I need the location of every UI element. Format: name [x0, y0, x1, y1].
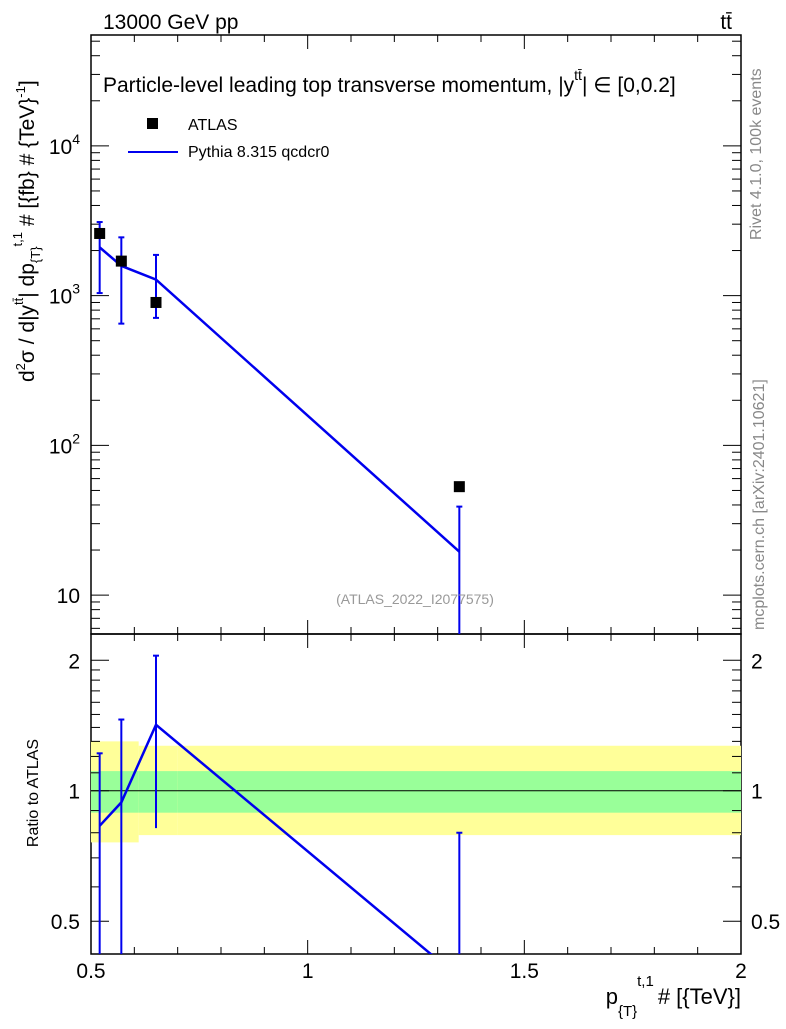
ratio-band-inner-1 — [110, 771, 139, 813]
ratio-tick-label-left: 1 — [68, 781, 80, 804]
ratio-tick-label-left: 0.5 — [51, 911, 80, 934]
legend-marker-atlas — [147, 118, 158, 129]
y-axis-label: d2σ / d|ytt̄| dp{T}t,1 # [{fb} # {TeV}-1… — [10, 80, 43, 382]
y-tick-label: 104 — [49, 131, 80, 159]
legend-label-atlas: ATLAS — [188, 117, 238, 134]
legend-label-pythia: Pythia 8.315 qcdcr0 — [188, 144, 330, 161]
ratio-tick-label-right: 2 — [751, 650, 763, 673]
x-tick-label: 1 — [302, 960, 314, 983]
ratio-bands — [91, 741, 741, 843]
mcplots-side-label: mcplots.cern.ch [arXiv:2401.10621] — [751, 379, 768, 630]
ratio-tick-label-right: 0.5 — [751, 911, 780, 934]
ratio-y-axis-label: Ratio to ATLAS — [25, 739, 42, 847]
ratio-line — [98, 722, 433, 954]
ratio-tick-label-left: 2 — [68, 650, 80, 673]
ratio-tick-label-right: 1 — [751, 781, 763, 804]
analysis-watermark: (ATLAS_2022_I2077575) — [336, 591, 494, 607]
ratio-band-inner-2 — [138, 771, 178, 813]
header-right-title: tt̄ — [720, 11, 732, 34]
x-tick-label: 1.5 — [510, 960, 539, 983]
y-tick-label: 102 — [49, 430, 80, 458]
atlas-marker — [453, 481, 465, 493]
main-series-group — [94, 221, 465, 634]
pythia-line — [98, 246, 461, 553]
x-axis-label: p{T}t,1# [{TeV}] — [606, 973, 741, 1020]
atlas-marker — [150, 296, 162, 308]
ratio-band-inner-3 — [177, 771, 741, 813]
y-tick-label: 103 — [49, 281, 80, 309]
atlas-marker — [115, 255, 127, 267]
legend: ATLAS Pythia 8.315 qcdcr0 — [128, 117, 330, 161]
chart-title: Particle-level leading top transverse mo… — [103, 67, 676, 97]
axis-ticks: 0.5 1 1.5 2 10 102 103 104 0.5 0.5 1 1 2 2 — [49, 35, 780, 983]
atlas-marker — [94, 227, 106, 239]
rivet-side-label: Rivet 4.1.0, 100k events — [748, 68, 765, 240]
ratio-series-group — [96, 654, 463, 954]
header-left-title: 13000 GeV pp — [103, 11, 238, 34]
ratio-band-inner-0 — [91, 771, 111, 813]
y-tick-label: 10 — [57, 585, 80, 608]
x-tick-label: 2 — [735, 960, 747, 983]
x-tick-label: 0.5 — [76, 960, 105, 983]
